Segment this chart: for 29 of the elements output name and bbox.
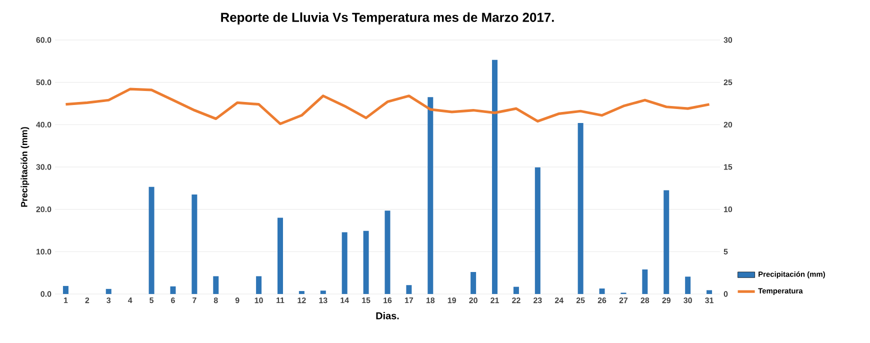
- bar: [62, 286, 68, 294]
- bar: [578, 122, 584, 294]
- bar: [384, 210, 390, 294]
- chart-title: Reporte de Lluvia Vs Temperatura mes de Marzo 2017.: [221, 12, 554, 25]
- x-axis-title: Dias.: [376, 312, 399, 320]
- bar: [170, 286, 176, 294]
- bar: [320, 290, 326, 294]
- line-series: [64, 88, 711, 126]
- bar: [470, 272, 476, 294]
- bar: [298, 291, 304, 294]
- y-axis-title: Precipitación (mm): [20, 127, 30, 207]
- bar: [534, 167, 540, 294]
- bar: [428, 97, 434, 294]
- bar: [599, 288, 605, 294]
- bar: [492, 60, 498, 294]
- bar: [277, 218, 283, 294]
- bar: [513, 286, 519, 294]
- bar: [664, 190, 670, 294]
- bar: [685, 276, 691, 294]
- bar: [706, 290, 712, 294]
- bar: [148, 186, 154, 294]
- bar: [256, 276, 262, 294]
- bar: [342, 232, 348, 294]
- bar: [106, 288, 112, 294]
- bar: [642, 269, 648, 294]
- bar: [213, 276, 219, 294]
- bar: [192, 194, 198, 294]
- bar: [363, 230, 369, 294]
- bar: [406, 285, 412, 294]
